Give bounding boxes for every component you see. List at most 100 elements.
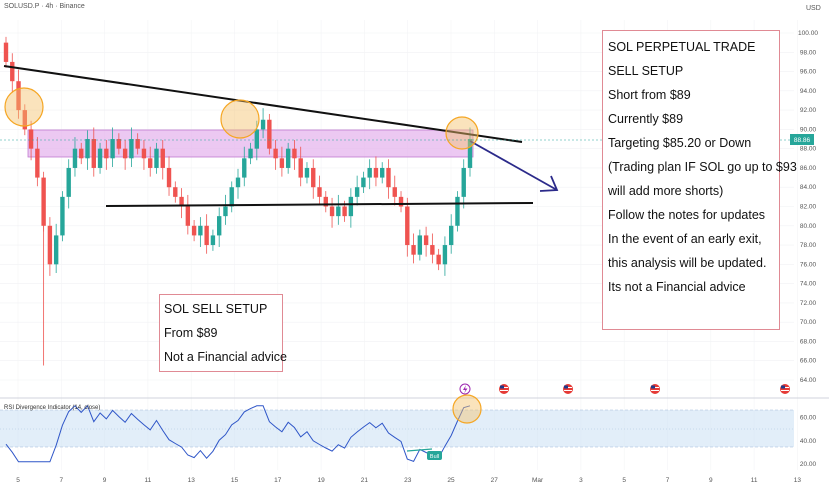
time-tick: 11 bbox=[145, 477, 152, 484]
time-tick: 9 bbox=[103, 477, 107, 484]
candle-body bbox=[273, 148, 278, 159]
note-line: Targeting $85.20 or Down bbox=[608, 136, 752, 150]
candle-body bbox=[423, 235, 429, 246]
highlight-circle-3 bbox=[445, 116, 479, 150]
price-tick: 100.00 bbox=[798, 30, 818, 37]
candle-body bbox=[185, 206, 191, 226]
note-line: (Trading plan IF SOL go up to $93 bbox=[608, 160, 797, 174]
flag-icon-us[interactable] bbox=[650, 384, 660, 394]
note-line: Currently $89 bbox=[608, 112, 684, 126]
time-tick: 5 bbox=[16, 477, 20, 484]
candle-body bbox=[116, 139, 122, 149]
candle-body bbox=[97, 148, 103, 168]
candle-body bbox=[367, 167, 372, 178]
candle-body bbox=[60, 196, 65, 236]
candle-body bbox=[204, 225, 209, 246]
candle-body bbox=[10, 61, 15, 82]
note-line: Not a Financial advice bbox=[164, 350, 287, 364]
candle-body bbox=[467, 139, 473, 168]
candle-body bbox=[304, 167, 310, 178]
candle-body bbox=[72, 148, 78, 168]
price-tick: 68.00 bbox=[800, 338, 817, 345]
candle-body bbox=[53, 235, 59, 265]
candle-body bbox=[191, 225, 197, 236]
time-tick: 25 bbox=[447, 477, 455, 484]
price-tick: 64.00 bbox=[800, 377, 817, 384]
projection-arrow-head bbox=[539, 175, 559, 192]
price-axis: 100.00 98.00 96.00 94.00 92.00 90.00 88.00 86.0… bbox=[798, 30, 818, 384]
flag-icon-us[interactable] bbox=[499, 384, 509, 394]
rsi-divergence-line bbox=[406, 448, 433, 452]
rsi-band bbox=[0, 410, 794, 447]
candle-body bbox=[392, 187, 397, 197]
candle-body bbox=[179, 196, 184, 207]
time-tick: 15 bbox=[231, 477, 239, 484]
candle-body bbox=[386, 167, 391, 188]
time-tick: 7 bbox=[666, 477, 670, 484]
time-tick: 21 bbox=[361, 477, 369, 484]
sell-setup-note: SOL SELL SETUP From $89 Not a Financial … bbox=[159, 294, 287, 372]
bull-badge-bg bbox=[427, 451, 442, 460]
candle-body bbox=[235, 177, 241, 188]
rsi-tick: 40.00 bbox=[800, 438, 817, 445]
candle-body bbox=[461, 167, 466, 197]
price-tick: 74.00 bbox=[800, 281, 817, 288]
candle-body bbox=[248, 148, 253, 159]
trade-plan-note: SOL PERPETUAL TRADE SELL SETUP Short fro… bbox=[602, 30, 797, 330]
candle-body bbox=[254, 129, 260, 149]
flag-icon-us[interactable] bbox=[563, 384, 573, 394]
candle-body bbox=[47, 225, 53, 265]
price-tick: 94.00 bbox=[800, 88, 817, 95]
rsi-highlight-circle bbox=[452, 394, 482, 424]
candle-body bbox=[141, 148, 147, 159]
note-line: this analysis will be updated. bbox=[608, 256, 767, 270]
highlight-circle-1 bbox=[4, 87, 44, 127]
candle-body bbox=[329, 206, 335, 217]
note-line: Follow the notes for updates bbox=[608, 208, 766, 222]
time-tick: 17 bbox=[274, 477, 282, 484]
candle-body bbox=[210, 235, 216, 246]
candle-body bbox=[380, 167, 385, 178]
time-tick: 19 bbox=[317, 477, 325, 484]
rsi-axis: 60.00 40.00 20.00 bbox=[800, 415, 817, 469]
candle-body bbox=[448, 225, 454, 246]
candle-body bbox=[373, 167, 379, 178]
time-tick: Mar bbox=[532, 477, 544, 484]
lightning-icon[interactable] bbox=[459, 383, 471, 395]
candle-body bbox=[267, 119, 272, 149]
time-tick: 5 bbox=[622, 477, 626, 484]
candle-body bbox=[154, 148, 159, 168]
note-line: will add more shorts) bbox=[608, 184, 724, 198]
candle-body bbox=[242, 158, 247, 178]
time-axis: 5 7 9 11 13 15 17 19 21 23 25 27 Mar 3 5 7 9 11 13 bbox=[16, 477, 801, 484]
candle-body bbox=[442, 245, 448, 265]
candle-body bbox=[129, 139, 134, 159]
candle-body bbox=[405, 206, 410, 246]
candle-body bbox=[323, 196, 328, 207]
descending-trendline bbox=[3, 65, 523, 143]
price-tick: 88.00 bbox=[800, 146, 817, 153]
price-tick: 84.00 bbox=[800, 184, 817, 191]
bull-badge: Bull bbox=[430, 454, 439, 460]
candle-body bbox=[223, 206, 228, 217]
price-tick: 76.00 bbox=[800, 261, 817, 268]
candle-body bbox=[16, 81, 21, 111]
time-tick: 7 bbox=[59, 477, 63, 484]
candle-body bbox=[216, 216, 222, 236]
candle-body bbox=[28, 129, 34, 149]
candle-body bbox=[166, 167, 172, 188]
price-tick: 70.00 bbox=[800, 319, 817, 326]
candle-body bbox=[3, 42, 9, 62]
price-tick: 82.00 bbox=[800, 204, 817, 211]
candle-body bbox=[455, 196, 460, 226]
price-tick: 98.00 bbox=[800, 49, 817, 56]
price-tick: 92.00 bbox=[800, 107, 817, 114]
time-tick: 11 bbox=[751, 477, 758, 484]
flag-icon-us[interactable] bbox=[780, 384, 790, 394]
candle-body bbox=[122, 148, 128, 159]
rsi-tick: 20.00 bbox=[800, 461, 817, 468]
time-tick: 23 bbox=[404, 477, 412, 484]
price-tick: 86.00 bbox=[800, 165, 817, 172]
price-tick: 80.00 bbox=[800, 223, 817, 230]
